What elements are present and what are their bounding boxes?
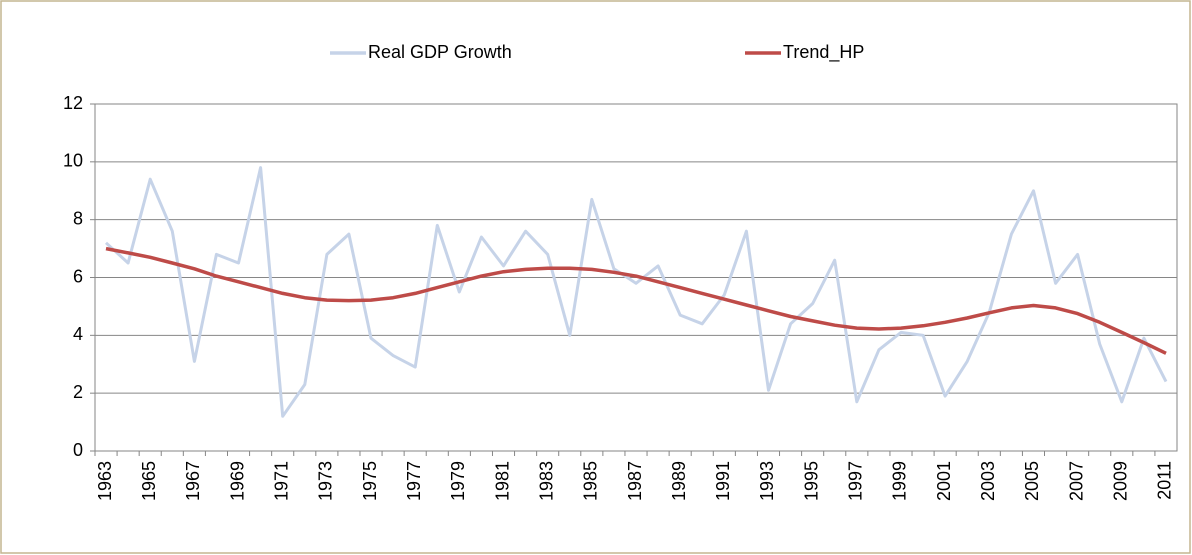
x-tick-label: 2003: [978, 461, 998, 501]
y-tick-label: 4: [73, 324, 83, 344]
y-tick-label: 2: [73, 382, 83, 402]
x-tick-label: 1997: [846, 461, 866, 501]
plot-frame: [94, 103, 1178, 452]
x-tick-label: 2011: [1155, 461, 1175, 500]
x-tick-label: 1989: [669, 461, 689, 501]
x-tick-label: 1981: [492, 461, 512, 501]
legend-label: Real GDP Growth: [368, 42, 512, 62]
series-line: [105, 246, 1167, 355]
y-tick-label: 12: [63, 93, 83, 113]
x-tick-label: 1975: [360, 461, 380, 501]
y-tick-label: 8: [73, 208, 83, 228]
x-tick-label: 1971: [271, 461, 291, 501]
x-tick-label: 1977: [404, 461, 424, 501]
x-tick-label: 1985: [581, 461, 601, 501]
x-tick-label: 1995: [801, 461, 821, 501]
x-tick-label: 1983: [536, 461, 556, 501]
x-tick-label: 2007: [1066, 461, 1086, 501]
legend-label: Trend_HP: [783, 42, 864, 63]
x-tick-label: 2001: [934, 461, 954, 501]
x-tick-label: 1967: [183, 461, 203, 501]
y-tick-label: 6: [73, 266, 83, 286]
x-tick-label: 1965: [139, 461, 159, 501]
x-tick-label: 1979: [448, 461, 468, 501]
x-tick-label: 1993: [757, 461, 777, 501]
x-tick-label: 2005: [1022, 461, 1042, 501]
y-tick-label: 10: [63, 151, 83, 171]
x-tick-label: 1987: [625, 461, 645, 501]
x-tick-label: 1991: [713, 461, 733, 501]
x-tick-label: 1969: [227, 461, 247, 501]
x-tick-label: 1973: [316, 461, 336, 501]
y-tick-label: 0: [73, 440, 83, 460]
x-tick-label: 1999: [890, 461, 910, 501]
x-tick-label: 1963: [95, 461, 115, 501]
x-tick-label: 2009: [1111, 461, 1131, 501]
